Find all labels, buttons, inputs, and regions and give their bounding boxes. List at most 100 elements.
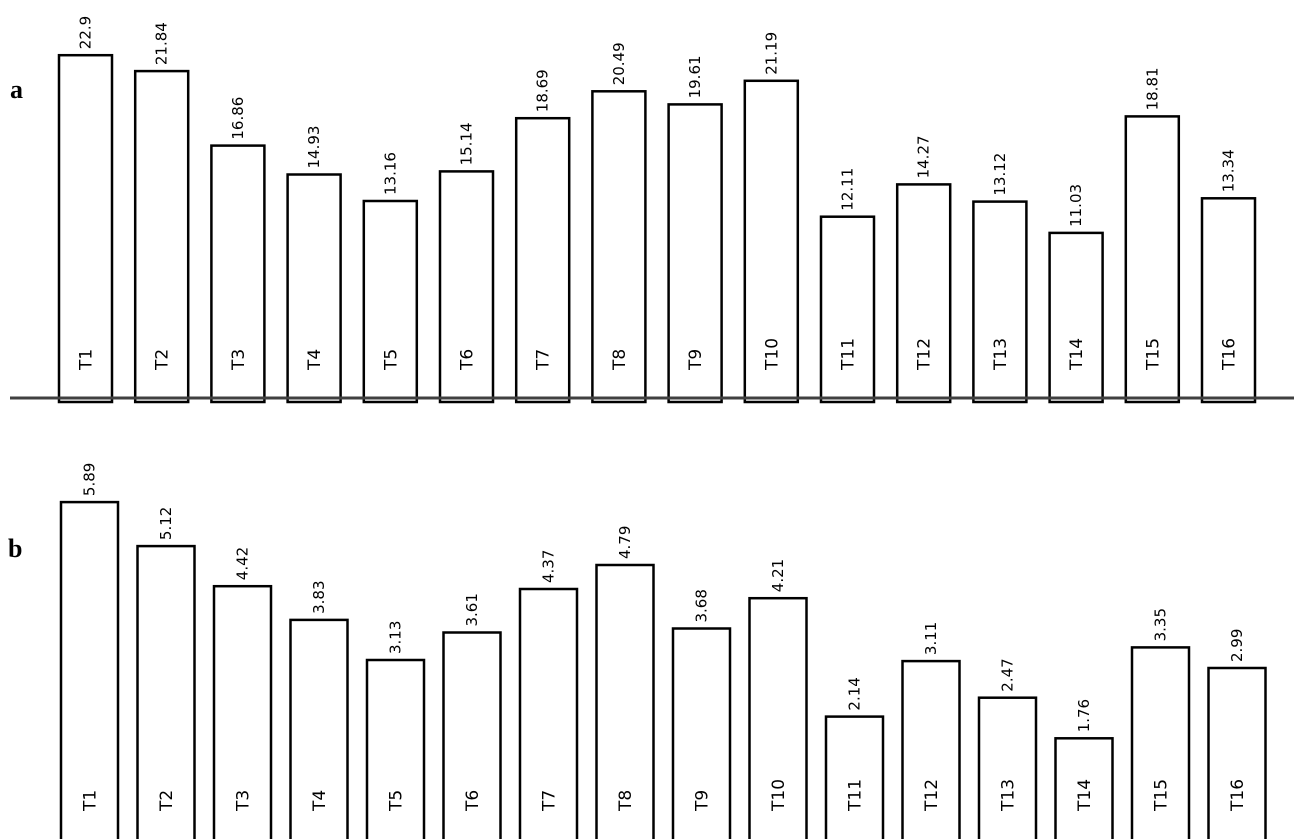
category-label-b-t1: T1 xyxy=(81,790,101,812)
value-label-a-t4: 14.93 xyxy=(305,126,323,169)
value-label-b-t2: 5.12 xyxy=(157,507,175,540)
value-label-a-t11: 12.11 xyxy=(839,168,857,211)
chart-panel-a: a 22.9 T1 21.84 T2 16.86 T3 14.93 T4 13.16 T5 15.1… xyxy=(10,16,1294,404)
bar-a-t12 xyxy=(895,183,952,404)
value-label-b-t14: 1.76 xyxy=(1075,699,1093,732)
category-label-b-t12: T12 xyxy=(922,779,942,812)
category-label-b-t8: T8 xyxy=(616,790,636,812)
category-label-a-t9: T9 xyxy=(686,349,706,371)
category-label-b-t3: T3 xyxy=(234,790,254,812)
bar-b-t2 xyxy=(136,544,196,839)
category-label-a-t16: T16 xyxy=(1220,338,1240,371)
category-label-a-t10: T10 xyxy=(762,338,782,371)
category-label-b-t4: T4 xyxy=(310,790,330,812)
bar-b-t1 xyxy=(59,500,120,839)
category-label-b-t16: T16 xyxy=(1228,779,1248,812)
bar-b-t6 xyxy=(442,631,502,839)
bar-a-t3 xyxy=(210,144,266,404)
category-label-b-t13: T13 xyxy=(999,779,1019,812)
value-label-b-t3: 4.42 xyxy=(234,547,252,580)
value-label-a-t6: 15.14 xyxy=(458,122,476,165)
category-label-b-t14: T14 xyxy=(1075,779,1095,812)
value-label-b-t6: 3.61 xyxy=(463,593,481,626)
category-label-b-t11: T11 xyxy=(846,779,866,812)
value-label-a-t5: 13.16 xyxy=(381,152,399,195)
value-label-a-t12: 14.27 xyxy=(915,135,933,178)
category-label-a-t15: T15 xyxy=(1143,338,1163,371)
category-label-b-t9: T9 xyxy=(693,790,713,812)
value-label-b-t11: 2.14 xyxy=(846,677,864,710)
bar-a-t5 xyxy=(362,199,419,404)
category-label-b-t15: T15 xyxy=(1152,779,1172,812)
bar-b-t16 xyxy=(1207,666,1267,839)
value-label-a-t2: 21.84 xyxy=(153,22,171,65)
bar-a-t16 xyxy=(1200,197,1257,404)
category-label-b-t10: T10 xyxy=(769,779,789,812)
value-label-b-t12: 3.11 xyxy=(922,622,940,655)
bar-b-t9 xyxy=(671,627,732,839)
value-label-a-t16: 13.34 xyxy=(1220,149,1238,192)
bar-b-t10 xyxy=(748,596,808,839)
bar-b-t13 xyxy=(977,696,1038,839)
category-label-a-t8: T8 xyxy=(610,349,630,371)
bar-a-t8 xyxy=(591,90,647,404)
value-label-b-t7: 4.37 xyxy=(540,550,558,583)
value-label-b-t8: 4.79 xyxy=(616,526,634,559)
bar-b-t3 xyxy=(212,584,273,839)
bar-b-t4 xyxy=(289,618,349,839)
value-label-b-t4: 3.83 xyxy=(310,580,328,613)
bar-a-t9 xyxy=(667,103,723,404)
bar-a-t2 xyxy=(133,69,190,404)
bar-a-t14 xyxy=(1048,231,1104,404)
bar-a-t1 xyxy=(57,53,114,404)
value-label-b-t5: 3.13 xyxy=(387,621,405,654)
bars-a: 22.9 T1 21.84 T2 16.86 T3 14.93 T4 13.16 T5 15.14 T… xyxy=(57,16,1257,404)
bar-b-t11 xyxy=(824,715,885,839)
value-label-a-t7: 18.69 xyxy=(534,69,552,112)
bar-a-t6 xyxy=(438,170,495,404)
category-label-a-t13: T13 xyxy=(991,338,1011,371)
panel-label-b: b xyxy=(8,534,22,563)
panel-label-a: a xyxy=(10,75,23,104)
category-label-a-t3: T3 xyxy=(229,349,249,371)
bars-b: 5.89 T1 5.12 T2 4.42 T3 3.83 T4 3.13 T5 3.61 T6 4.37… xyxy=(59,463,1267,839)
bar-b-t7 xyxy=(518,587,579,839)
category-label-a-t1: T1 xyxy=(77,349,97,371)
bar-a-t7 xyxy=(514,116,571,404)
bar-a-t4 xyxy=(286,173,342,404)
value-label-b-t10: 4.21 xyxy=(769,559,787,592)
bar-a-t11 xyxy=(819,215,876,404)
category-label-a-t14: T14 xyxy=(1067,338,1087,371)
category-label-a-t4: T4 xyxy=(305,349,325,371)
bar-b-t8 xyxy=(595,563,655,839)
category-label-b-t5: T5 xyxy=(387,790,407,812)
bar-b-t12 xyxy=(901,659,961,839)
value-label-a-t15: 18.81 xyxy=(1143,67,1161,110)
value-label-a-t9: 19.61 xyxy=(686,55,704,98)
value-label-a-t8: 20.49 xyxy=(610,42,628,85)
value-label-a-t1: 22.9 xyxy=(77,16,95,49)
category-label-a-t11: T11 xyxy=(839,338,859,371)
value-label-a-t13: 13.12 xyxy=(991,153,1009,196)
category-label-b-t7: T7 xyxy=(540,790,560,812)
value-label-b-t1: 5.89 xyxy=(81,463,99,496)
category-label-b-t6: T6 xyxy=(463,790,483,812)
bar-b-t15 xyxy=(1130,646,1191,839)
value-label-b-t13: 2.47 xyxy=(999,658,1017,691)
bar-a-t13 xyxy=(972,200,1028,404)
category-label-a-t6: T6 xyxy=(458,349,478,371)
bar-b-t14 xyxy=(1054,737,1114,839)
category-label-b-t2: T2 xyxy=(157,790,177,812)
category-label-a-t2: T2 xyxy=(153,349,173,371)
value-label-b-t9: 3.68 xyxy=(693,589,711,622)
value-label-a-t10: 21.19 xyxy=(762,32,780,75)
category-label-a-t7: T7 xyxy=(534,349,554,371)
chart-panel-b: b 5.89 T1 5.12 T2 4.42 T3 3.83 T4 3.13 T5 3.61 T6 4.… xyxy=(8,463,1267,839)
value-label-b-t15: 3.35 xyxy=(1152,608,1170,641)
category-label-a-t12: T12 xyxy=(915,338,935,371)
category-label-a-t5: T5 xyxy=(381,349,401,371)
bar-a-t15 xyxy=(1124,115,1181,404)
value-label-b-t16: 2.99 xyxy=(1228,629,1246,662)
value-label-a-t14: 11.03 xyxy=(1067,184,1085,227)
value-label-a-t3: 16.86 xyxy=(229,97,247,140)
